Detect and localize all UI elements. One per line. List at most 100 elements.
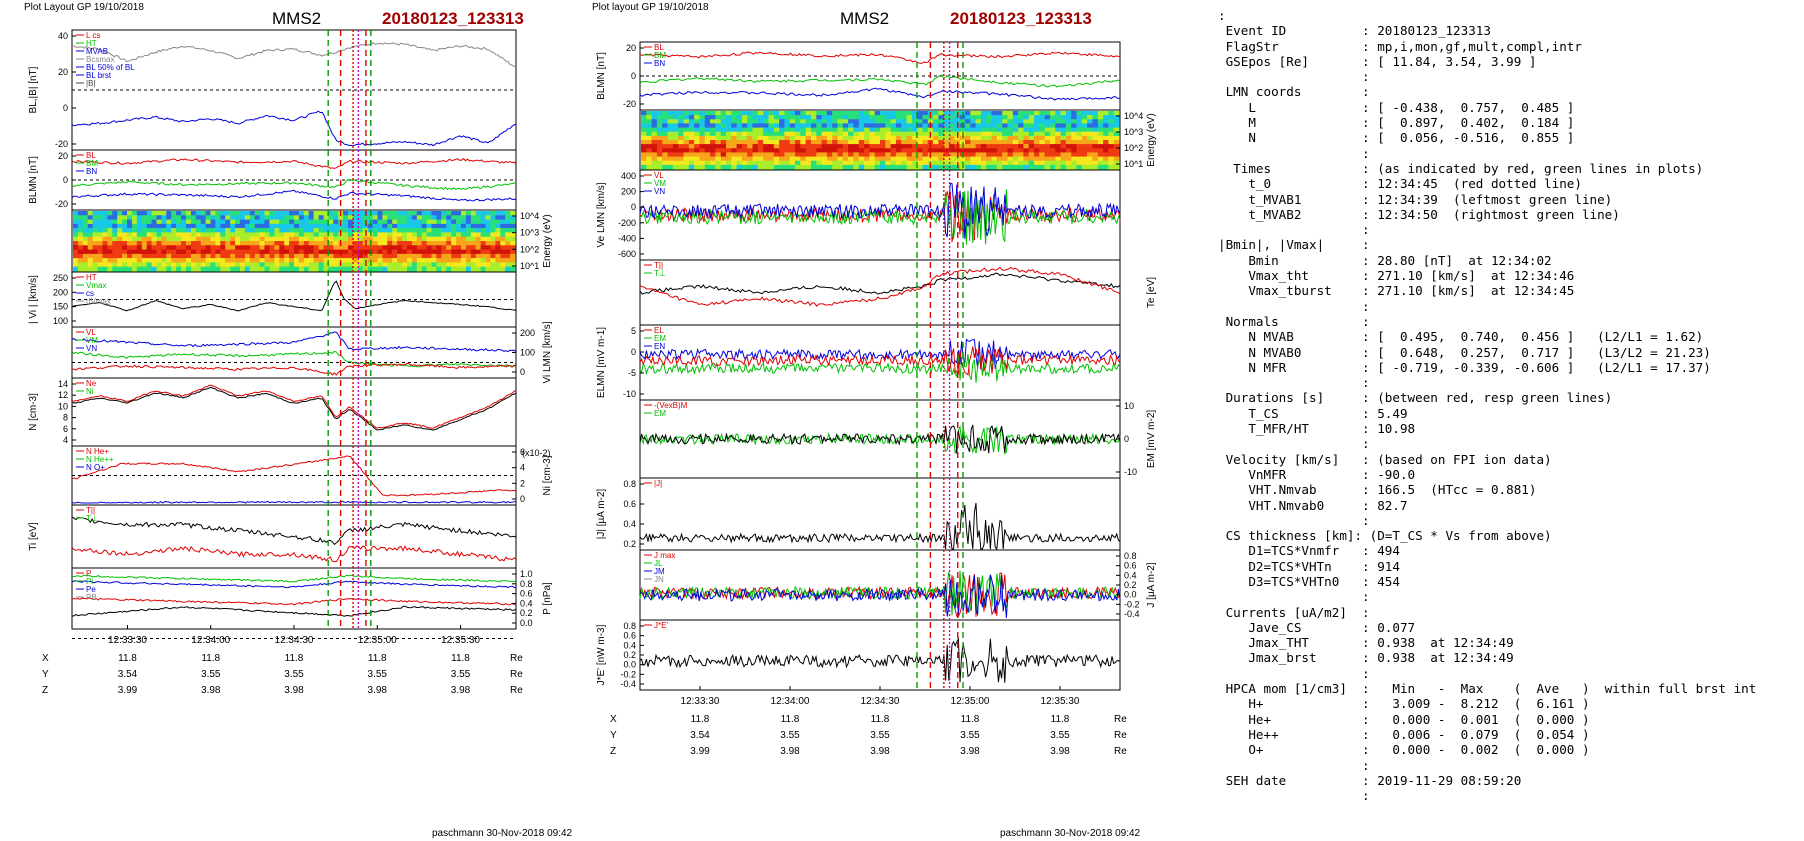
- spectrogram-cell: [436, 245, 442, 251]
- spectrogram-cell: [465, 262, 472, 268]
- spectrogram-cell: [869, 111, 876, 116]
- spectrogram-cell: [348, 223, 354, 229]
- spectrogram-cell: [1087, 111, 1093, 116]
- spectrogram-cell: [500, 249, 506, 255]
- spectrogram-cell: [789, 144, 796, 149]
- spectrogram-cell: [416, 236, 423, 242]
- spectrogram-cell: [656, 131, 663, 137]
- spectrogram-cell: [220, 253, 226, 259]
- coord-unit: Re: [1114, 730, 1127, 741]
- spectrogram-cell: [102, 241, 108, 246]
- spectrogram-cell: [641, 131, 647, 137]
- spectrogram-cell: [1087, 148, 1093, 153]
- spectrogram-cell: [1002, 164, 1009, 170]
- spectrogram-cell: [171, 249, 177, 255]
- spectrogram-cell: [490, 215, 496, 221]
- spectrogram-cell: [284, 215, 290, 221]
- spectrogram-cell: [200, 211, 207, 216]
- spectrogram-cell: [176, 241, 182, 246]
- spectrogram-cell: [752, 144, 759, 149]
- spectrogram-cell: [837, 156, 844, 162]
- spectrogram-cell: [348, 266, 354, 272]
- x-tick-label: 12:33:30: [681, 696, 720, 707]
- panel-frame: [71, 326, 517, 379]
- spectrogram-cell: [949, 156, 955, 162]
- spectrogram-cell: [240, 245, 246, 251]
- spectrogram-cell: [1012, 144, 1019, 149]
- spectrogram-cell: [1050, 115, 1056, 120]
- spectrogram-cell: [264, 219, 270, 225]
- spectrogram-cell: [176, 232, 182, 238]
- spectrogram-cell: [667, 148, 674, 153]
- spectrogram-cell: [821, 131, 828, 137]
- spectrogram-cell: [805, 144, 812, 149]
- spectrogram-cell: [421, 228, 428, 233]
- spectrogram-cell: [225, 219, 231, 225]
- series-line: [71, 455, 517, 497]
- spectrogram-cell: [274, 266, 280, 272]
- spectrogram-cell: [1097, 144, 1104, 149]
- spectrogram-cell: [768, 135, 775, 141]
- spectrogram-cell: [1044, 131, 1051, 137]
- spectrogram-cell: [1103, 148, 1109, 153]
- spectrogram-cell: [343, 219, 349, 225]
- spectrogram-cell: [768, 115, 775, 120]
- spectrogram-cell: [372, 228, 379, 233]
- spectrogram-cell: [210, 249, 216, 255]
- spectrogram-cell: [298, 258, 305, 263]
- spectrogram-cell: [485, 245, 491, 251]
- spectrogram-cell: [805, 135, 812, 141]
- spectrogram-cell: [402, 253, 408, 259]
- spectrogram-cell: [510, 228, 516, 233]
- spectrogram-cell: [176, 215, 182, 221]
- spectrogram-cell: [943, 123, 950, 129]
- spectrogram-cell: [510, 266, 516, 272]
- spectrogram-cell: [880, 164, 886, 170]
- spectrogram-cell: [176, 236, 182, 242]
- spectrogram-cell: [842, 127, 849, 133]
- spectrogram-cell: [1050, 156, 1056, 162]
- spectrogram-cell: [348, 219, 354, 225]
- spectrogram-cell: [858, 119, 865, 124]
- spectrogram-cell: [411, 215, 418, 221]
- spectrogram-cell: [704, 164, 711, 170]
- spectrogram-cell: [112, 236, 118, 242]
- spectrogram-cell: [678, 156, 685, 162]
- spectrogram-cell: [752, 119, 759, 124]
- spectrogram-cell: [1076, 140, 1083, 145]
- spectrogram-cell: [710, 140, 716, 145]
- spectrogram-cell: [411, 266, 418, 272]
- spectrogram-cell: [1055, 140, 1062, 145]
- spectrogram-cell: [274, 228, 280, 233]
- spectrogram-cell: [726, 148, 732, 153]
- spectrogram-cell: [1113, 152, 1120, 158]
- spectrogram-cell: [1034, 164, 1040, 170]
- spectrogram-cell: [470, 262, 477, 268]
- spectrogram-cell: [441, 223, 447, 229]
- spectrogram-cell: [77, 215, 84, 221]
- spectrogram-cell: [1113, 123, 1120, 129]
- spectrogram-cell: [107, 245, 113, 251]
- coord-row-label: X: [610, 714, 617, 725]
- y-tick-label: -10: [1124, 467, 1137, 477]
- spectrogram-cell: [965, 123, 971, 129]
- spectrogram-cell: [1055, 160, 1062, 166]
- spectrogram-cell: [402, 219, 408, 225]
- spectrogram-cell: [181, 211, 187, 216]
- spectrogram-cell: [933, 148, 939, 153]
- spectrogram-cell: [131, 241, 138, 246]
- spectrogram-cell: [392, 253, 398, 259]
- spectrogram-cell: [480, 249, 487, 255]
- spectrogram-cell: [92, 249, 99, 255]
- spectrogram-cell: [186, 232, 192, 238]
- spectrogram-cell: [343, 253, 349, 259]
- spectrogram-cell: [279, 262, 285, 268]
- spectrogram-cell: [77, 241, 84, 246]
- spectrogram-cell: [805, 164, 812, 170]
- spectrogram-cell: [461, 253, 467, 259]
- spectrogram-cell: [495, 232, 501, 238]
- spectrogram-cell: [220, 219, 226, 225]
- spectrogram-cell: [980, 127, 987, 133]
- spectrogram-cell: [215, 241, 221, 246]
